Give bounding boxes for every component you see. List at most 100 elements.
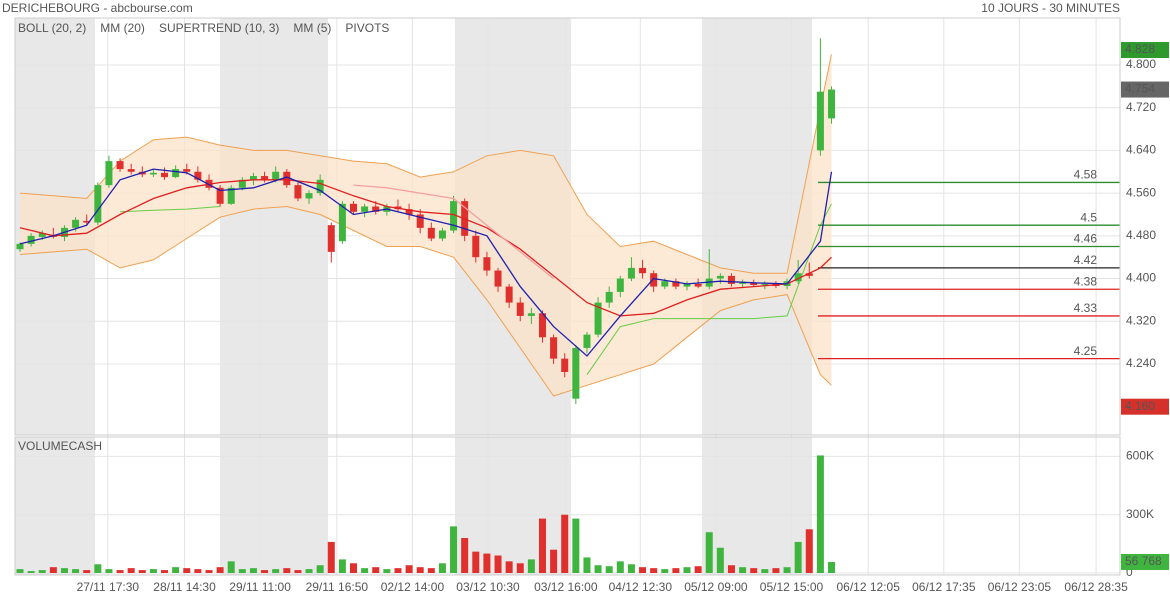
candle-body	[605, 291, 613, 303]
volume-bar	[427, 568, 435, 573]
pivot-label: 4.58	[1074, 168, 1098, 182]
candle-body	[450, 201, 458, 231]
volume-bar	[416, 567, 424, 573]
candle-body	[216, 187, 224, 204]
x-tick-label: 06/12 28:35	[1064, 580, 1128, 594]
candle-body	[561, 358, 569, 372]
shade	[702, 18, 812, 435]
indicator-line	[19, 168, 833, 357]
volume-bar	[438, 563, 446, 573]
volume-bar	[616, 561, 624, 573]
volume-bar	[183, 568, 191, 573]
x-tick-label: 06/12 23:05	[988, 580, 1052, 594]
candle-body	[238, 179, 246, 188]
volume-bar	[472, 551, 480, 573]
volume-box	[1121, 553, 1169, 570]
volume-bar	[294, 570, 302, 573]
candle-body	[639, 267, 647, 274]
candle-body	[227, 187, 235, 204]
volume-bar	[750, 568, 758, 573]
band-upper	[19, 54, 832, 274]
candle-body	[794, 273, 802, 282]
day-shading	[15, 18, 812, 575]
candle-body	[116, 161, 124, 170]
candle-body	[372, 206, 380, 212]
candle-body	[516, 302, 524, 316]
volume-bar	[672, 568, 680, 573]
candle-body	[650, 273, 658, 287]
candle-body	[294, 185, 302, 199]
price-box	[1121, 81, 1169, 98]
volume-bar	[116, 570, 124, 573]
x-tick-label: 04/12 12:30	[609, 580, 673, 594]
volume-bar	[194, 569, 202, 573]
shade	[15, 437, 95, 575]
y-tick-label: 4.240	[1126, 356, 1156, 370]
volume-bar	[72, 569, 80, 573]
indicator-line	[19, 179, 832, 317]
price-label: 4.160	[1125, 399, 1155, 413]
price-label: 4.828	[1125, 42, 1155, 56]
volume-bar	[594, 565, 602, 573]
candle-body	[249, 176, 257, 180]
candle-body	[316, 179, 324, 194]
volume-bar	[105, 569, 113, 573]
candle-body	[127, 169, 135, 172]
period: 10 JOURS - 30 MINUTES	[981, 1, 1120, 15]
x-tick-label: 29/11 16:50	[306, 580, 369, 594]
candle-body	[350, 203, 358, 212]
pivot-label: 4.33	[1074, 301, 1098, 315]
candle-body	[805, 273, 813, 276]
pivot-label: 4.42	[1074, 253, 1098, 267]
volume-bar	[238, 569, 246, 573]
price-box	[1121, 42, 1169, 59]
volume-bar	[583, 557, 591, 573]
candle-body	[161, 172, 169, 178]
volume-bar	[805, 529, 813, 573]
candle-body	[594, 302, 602, 335]
x-tick-label: 02/12 14:00	[381, 580, 445, 594]
volume-bar	[550, 549, 558, 573]
candle-body	[83, 220, 91, 223]
volume-bar	[327, 541, 335, 573]
candle-body	[483, 257, 491, 271]
volume-bar	[38, 570, 46, 573]
pivot-label: 4.25	[1074, 344, 1098, 358]
candle-body	[661, 281, 669, 287]
volume-bar	[60, 568, 68, 573]
volume-bar	[227, 561, 235, 573]
candle-body	[672, 281, 680, 287]
chart-title: DERICHEBOURG - abcbourse.com	[2, 1, 193, 15]
price-box	[1121, 398, 1169, 415]
candle-body	[505, 286, 513, 303]
volume-bar	[627, 564, 635, 573]
volume-bar	[794, 541, 802, 573]
band-fill	[20, 54, 832, 397]
candle-body	[27, 235, 35, 244]
candle-body	[583, 334, 591, 348]
volume-bar	[94, 564, 102, 573]
volume-bar	[138, 570, 146, 573]
x-tick-label: 29/11 11:00	[229, 580, 291, 594]
volume-bar	[605, 566, 613, 573]
candle-body	[72, 219, 80, 228]
volume-bar	[27, 571, 35, 573]
volume-bar	[161, 570, 169, 573]
y-tick-label: 300K	[1126, 507, 1154, 521]
volume-bar	[683, 567, 691, 573]
x-tick-label: 27/11 17:30	[77, 580, 140, 594]
candle-body	[105, 161, 113, 186]
candle-body	[283, 171, 291, 186]
x-tick-label: 03/12 10:30	[456, 580, 520, 594]
candle-body	[338, 203, 346, 242]
candle-body	[538, 313, 546, 338]
volume-bar	[505, 561, 513, 573]
volume-bar	[383, 569, 391, 573]
volume-bar	[772, 568, 780, 573]
candle-body	[527, 313, 535, 316]
y-tick-label: 4.640	[1126, 143, 1156, 157]
volume-bar	[538, 518, 546, 573]
volume-bar	[461, 538, 469, 573]
legend-item: MM (5)	[293, 21, 331, 35]
